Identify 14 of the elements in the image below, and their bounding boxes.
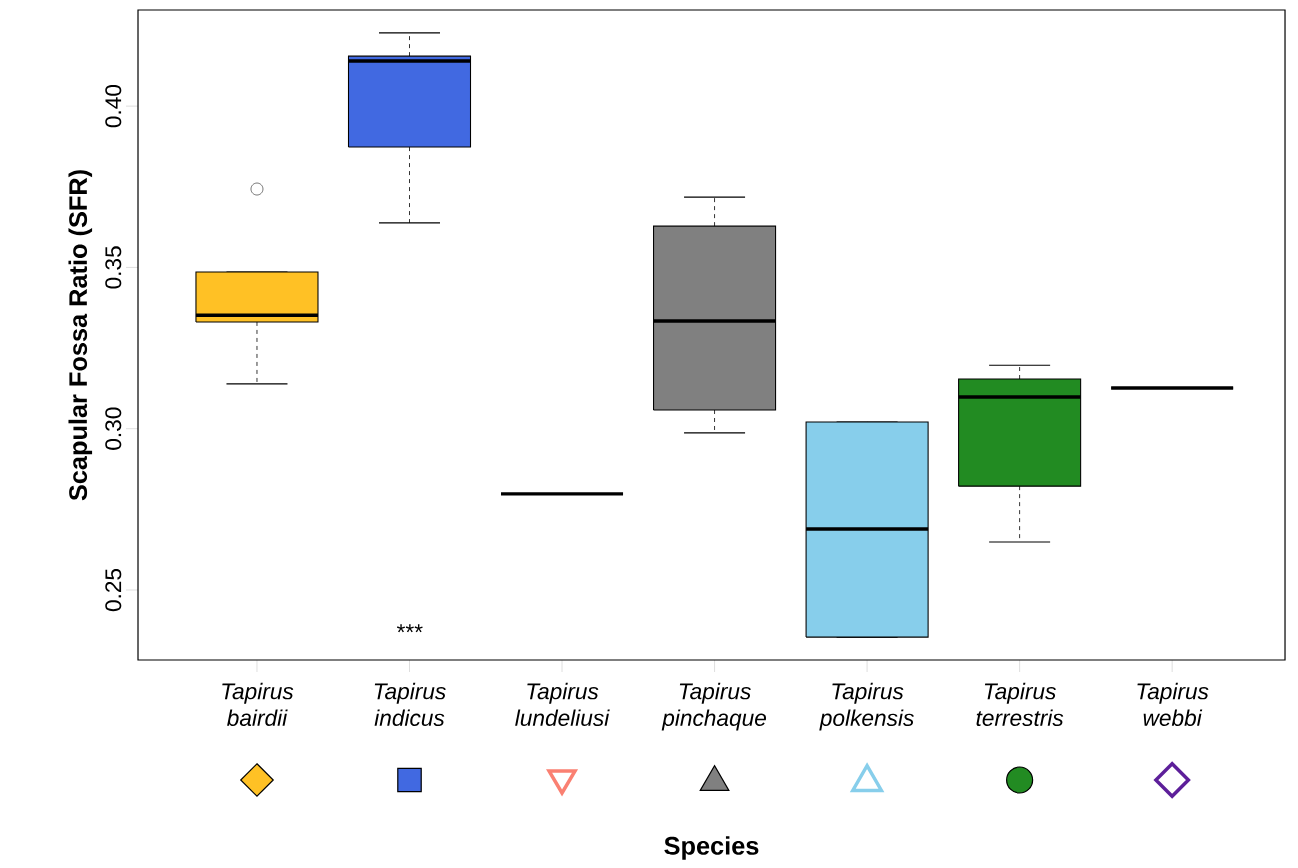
x-tick-label: Tapirus webbi [1137,682,1209,727]
x-axis-title: Species [664,836,759,860]
x-tick-label: Tapirus indicus [374,682,446,727]
y-tick-label: 0.25 [105,568,122,612]
y-tick-label: 0.35 [105,246,122,289]
y-tick-label: 0.40 [105,84,122,128]
x-tick-label: Tapirus terrestris [976,682,1064,727]
y-axis-title: Scapular Fossa Ratio (SFR) [68,170,93,501]
x-tick-label: Tapirus pinchaque [661,682,767,731]
y-tick-label: 0.30 [105,407,122,450]
x-tick-label: Tapirus bairdii [222,682,294,727]
annotation: *** [396,624,423,633]
x-tick-label: Tapirus lundeliusi [515,682,610,727]
x-tick-label: Tapirus polkensis [819,682,914,731]
